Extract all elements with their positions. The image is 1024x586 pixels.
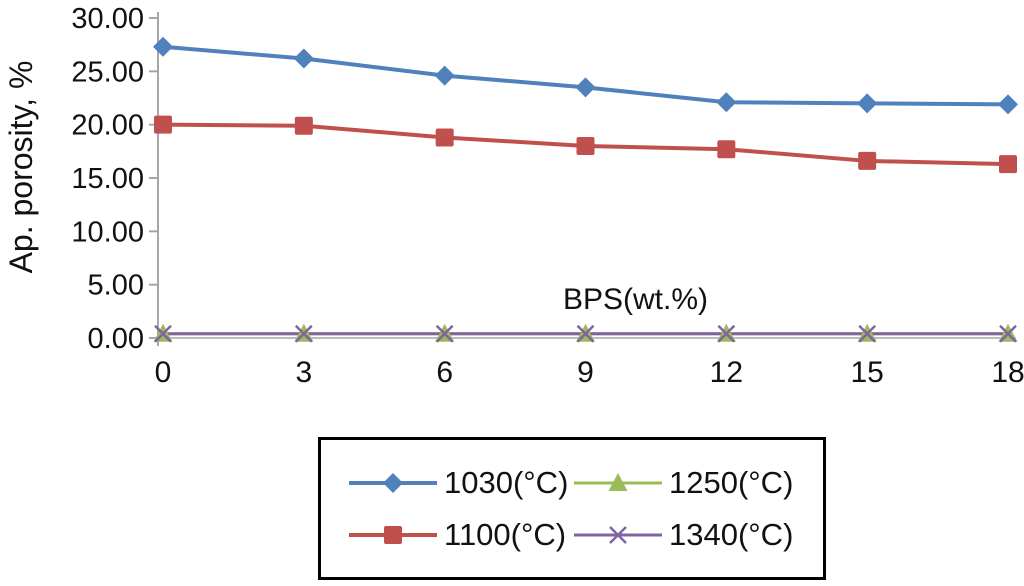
point-marker [153,36,173,57]
legend-marker-icon [349,525,437,544]
legend-label: 1100(°C) [444,516,567,552]
point-marker [999,324,1017,343]
point-marker [998,94,1018,115]
point-marker [717,324,736,343]
point-marker [858,151,877,170]
point-marker [435,324,454,343]
y-tick-label: 5.00 [88,270,144,302]
legend-item: 1250(°C) [572,465,797,501]
point-marker [435,128,454,147]
x-tick-label: 12 [710,356,743,389]
y-tick-label: 30.00 [71,3,144,35]
y-tick-label: 0.00 [88,323,144,355]
legend-item: 1030(°C) [347,465,572,501]
point-marker [717,140,736,159]
x-tick-label: 18 [991,356,1024,389]
y-axis-title: Ap. porosity, % [3,60,39,274]
legend-label: 1250(°C) [669,464,794,500]
point-marker [576,137,595,155]
x-axis-title: BPS(wt.%) [563,283,709,316]
point-marker [716,92,737,113]
point-marker [858,324,877,343]
x-tick-label: 9 [577,356,594,389]
point-marker [857,93,878,114]
point-marker [384,525,402,544]
legend-marker-icon [574,525,662,544]
point-marker [294,324,313,343]
legend-item: 1340(°C) [572,517,797,553]
y-tick-label: 20.00 [71,110,144,142]
point-marker [154,115,172,134]
point-marker [609,525,627,544]
x-tick-label: 6 [436,356,453,389]
legend-label: 1030(°C) [444,464,569,500]
x-tick-label: 15 [850,356,883,389]
x-tick-label: 0 [155,356,172,389]
plot-area: 0.00 5.00 10.00 15.00 20.00 25.00 30.00 0 3 6 9 12 1… [71,3,1024,389]
y-tick-label: 10.00 [71,216,144,248]
point-marker [294,116,313,135]
point-marker [383,472,403,493]
legend: 1030(°C) 1250(°C) 1100(°C) 1340(°C) [318,437,826,580]
point-marker [999,155,1017,174]
point-marker [576,324,595,343]
legend-label: 1340(°C) [669,516,794,552]
point-marker [154,324,172,343]
point-marker [575,77,596,98]
legend-item: 1100(°C) [347,517,572,553]
legend-marker-icon [349,472,437,493]
point-marker [608,472,628,491]
legend-marker-icon [574,472,662,491]
y-tick-label: 15.00 [71,163,144,195]
point-marker [434,65,455,86]
point-marker [293,48,314,69]
y-tick-label: 25.00 [71,56,144,88]
x-tick-label: 3 [295,356,312,389]
